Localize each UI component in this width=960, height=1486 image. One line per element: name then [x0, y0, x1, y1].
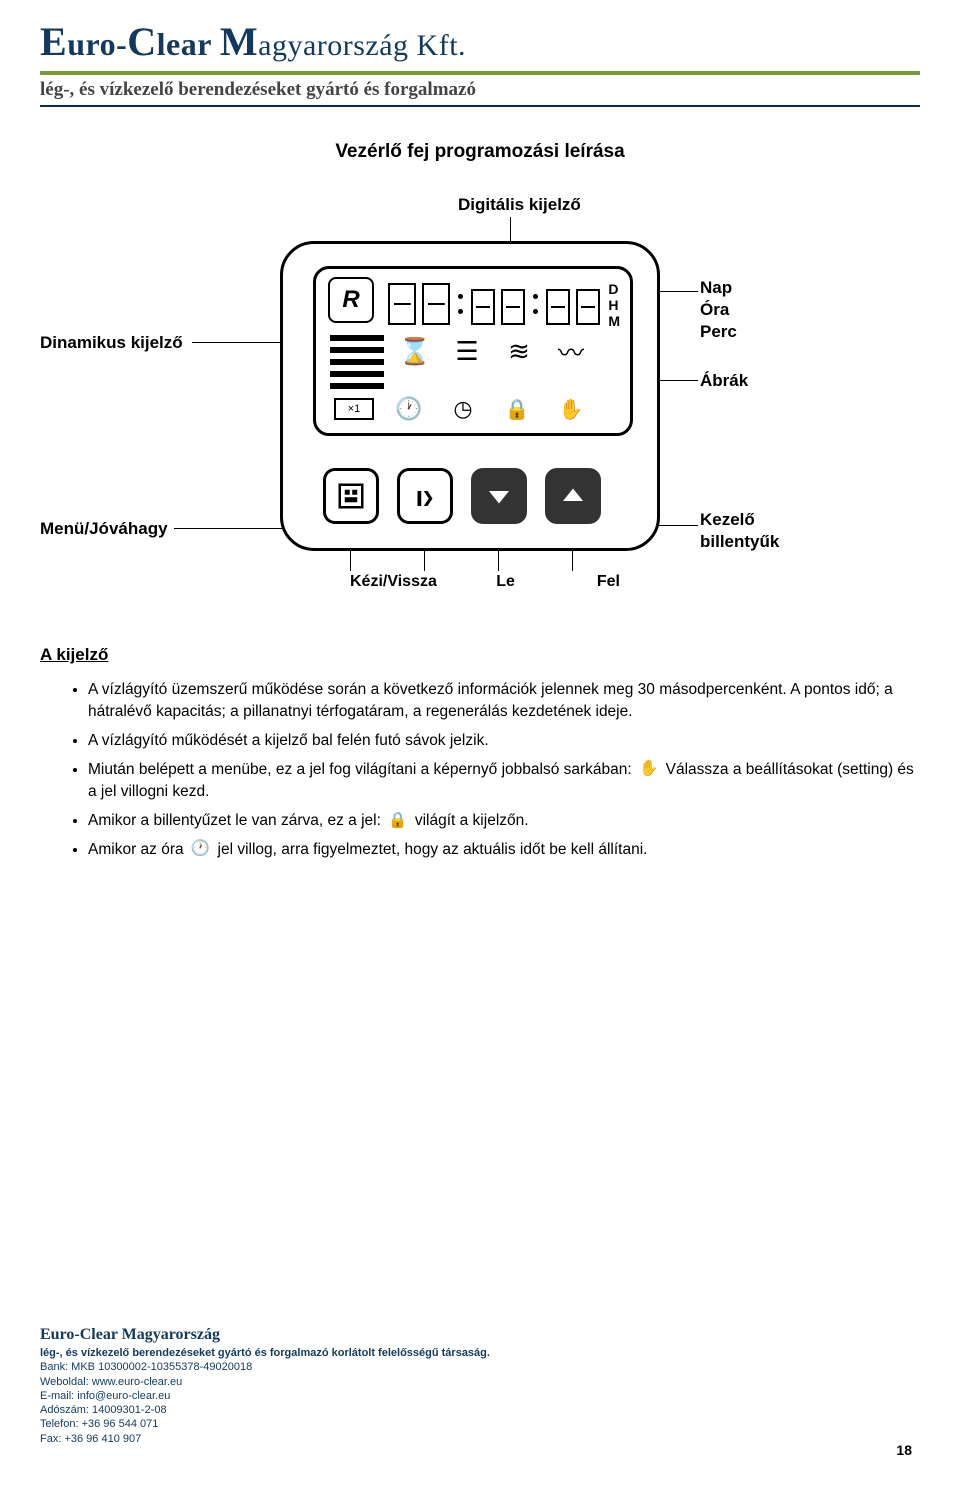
label-dynamic-display: Dinamikus kijelző — [40, 333, 183, 353]
flow-icon: 〰 — [552, 333, 590, 369]
label-control-keys: Kezelő billentyűk — [700, 509, 779, 553]
list-item: Miután belépett a menübe, ez a jel fog v… — [88, 758, 920, 803]
controller-diagram: Digitális kijelző Dinamikus kijelző Nap … — [40, 191, 920, 611]
shower-icon: ☰ — [448, 333, 486, 369]
screen-icon-row-1: ⌛ ☰ ≋ 〰 — [396, 333, 590, 369]
dhm-legend: D H M — [608, 281, 620, 329]
hand-icon: ✋ — [552, 391, 590, 427]
list-item: Amikor az óra 🕐 jel villog, arra figyelm… — [88, 838, 920, 861]
button-row — [323, 468, 601, 524]
list-item: A vízlágyító működését a kijelző bal fel… — [88, 730, 920, 752]
label-day-hour-min: Nap Óra Perc — [700, 277, 737, 343]
section-heading: A kijelző — [40, 645, 920, 665]
seven-segment-row — [388, 283, 600, 325]
label-menu-approve: Menü/Jóváhagy — [40, 519, 168, 539]
lock-icon: 🔒 — [498, 391, 536, 427]
footer-line: E-mail: info@euro-clear.eu — [40, 1389, 920, 1403]
footer-line: Adószám: 14009301-2-08 — [40, 1403, 920, 1417]
down-button[interactable] — [471, 468, 527, 524]
bullet-list: A vízlágyító üzemszerű működése során a … — [40, 679, 920, 861]
hand-icon: ✋ — [639, 758, 658, 780]
screen-icon-row-2: ×1 🕐 ◷ 🔒 ✋ — [334, 391, 590, 427]
footer-line: Telefon: +36 96 544 071 — [40, 1417, 920, 1431]
label-up: Fel — [597, 573, 670, 591]
footer-company-name: Euro-Clear Magyarország — [40, 1325, 920, 1346]
brand-icon: R — [328, 277, 374, 323]
header-rule-green — [40, 71, 920, 75]
footer-line: Weboldal: www.euro-clear.eu — [40, 1375, 920, 1389]
page-number: 18 — [896, 1442, 912, 1458]
waves-icon: ≋ — [500, 333, 538, 369]
page-title: Vezérlő fej programozási leírása — [40, 141, 920, 163]
clock-icon: 🕐 — [390, 391, 428, 427]
lock-icon: 🔒 — [388, 810, 407, 832]
clock-icon: 🕐 — [191, 838, 210, 860]
footer: Euro-Clear Magyarország lég-, és vízkeze… — [40, 1325, 920, 1446]
display-panel: R D H M ⌛ ☰ ≋ 〰 — [280, 241, 660, 551]
list-item: A vízlágyító üzemszerű működése során a … — [88, 679, 920, 724]
company-logo-text: Euro-Clear Magyarország Kft. — [40, 18, 920, 65]
gauge-icon: ◷ — [444, 391, 482, 427]
footer-line: Fax: +36 96 410 907 — [40, 1432, 920, 1446]
label-down: Le — [496, 573, 597, 591]
x1-box-icon: ×1 — [334, 398, 374, 420]
label-icons: Ábrák — [700, 371, 748, 391]
header-subtitle: lég-, és vízkezelő berendezéseket gyártó… — [40, 79, 920, 101]
header-rule-dark — [40, 105, 920, 107]
menu-button[interactable] — [323, 468, 379, 524]
label-digital-display: Digitális kijelző — [458, 195, 581, 215]
button-labels-row: Kézi/Vissza Le Fel — [290, 573, 670, 591]
dynamic-bars — [330, 335, 384, 389]
lcd-screen: R D H M ⌛ ☰ ≋ 〰 — [313, 266, 633, 436]
label-manual-back: Kézi/Vissza — [350, 573, 496, 591]
up-button[interactable] — [545, 468, 601, 524]
footer-line: Bank: MKB 10300002-10355378-49020018 — [40, 1360, 920, 1374]
hourglass-icon: ⌛ — [396, 333, 434, 369]
manual-back-button[interactable] — [397, 468, 453, 524]
list-item: Amikor a billentyűzet le van zárva, ez a… — [88, 810, 920, 833]
footer-company-desc: lég-, és vízkezelő berendezéseket gyártó… — [40, 1346, 920, 1360]
